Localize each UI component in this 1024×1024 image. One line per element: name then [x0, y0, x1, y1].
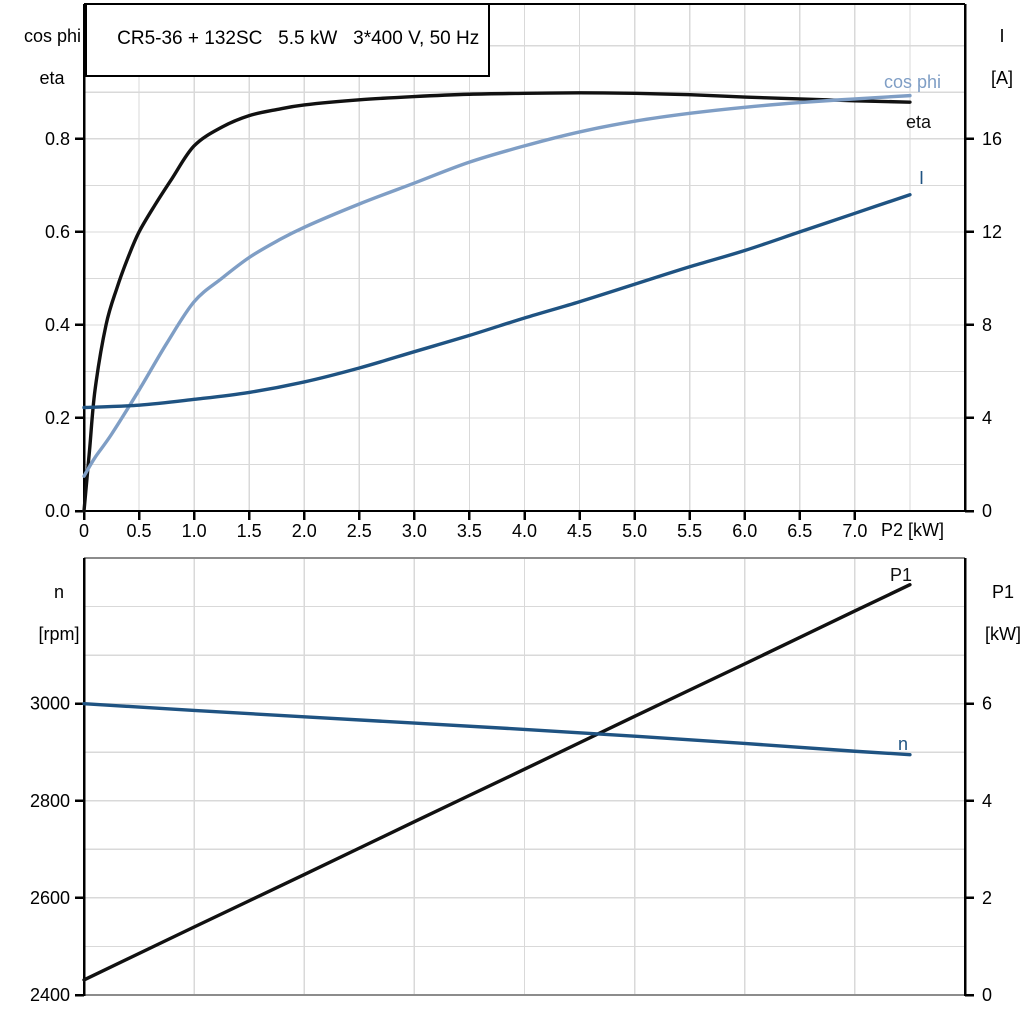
right-axis-header-line2: [A]	[991, 68, 1014, 88]
p1-curve	[82, 583, 912, 982]
left-axis-tick-label: 0.4	[45, 315, 70, 335]
eta-curve	[82, 91, 912, 513]
right-axis-tick-label: 0	[982, 985, 992, 1005]
left-axis-tick-label: 3000	[30, 694, 70, 714]
n-curve	[82, 701, 912, 757]
lower-right-axis-header-line2: [kW]	[985, 624, 1021, 644]
x-axis-tick-label: 2.5	[347, 521, 372, 541]
right-axis-tick-label: 0	[982, 501, 992, 521]
x-axis-tick-label: 0.5	[127, 521, 152, 541]
x-axis-tick-label: 0	[79, 521, 89, 541]
left-axis-tick-label: 2600	[30, 888, 70, 908]
lower-left-axis-header-line2: [rpm]	[38, 624, 80, 644]
i-curve-label: I	[919, 168, 924, 188]
chart-title: CR5-36 + 132SC 5.5 kW 3*400 V, 50 Hz	[117, 28, 480, 49]
p1-curve-label: P1	[890, 565, 912, 585]
lower-right-axis-header-line1: P1	[991, 582, 1015, 602]
right-axis-header-line1: I	[999, 26, 1005, 46]
left-axis-tick-label: 0.8	[45, 129, 70, 149]
eta-curve-label: eta	[906, 112, 932, 132]
x-axis-tick-label: 4.5	[567, 521, 592, 541]
lower-right-axis-header: P1 [kW]	[964, 561, 1022, 666]
right-axis-tick-label: 2	[982, 888, 992, 908]
upper-left-axis-header: cos phi eta	[4, 5, 82, 110]
left-axis-header-line1: cos phi	[24, 26, 82, 46]
left-axis-tick-label: 2800	[30, 791, 70, 811]
x-axis-tick-label: 1.5	[237, 521, 262, 541]
right-axis-tick-label: 6	[982, 694, 992, 714]
x-axis-tick-label: 1.0	[182, 521, 207, 541]
x-axis-tick-label: 6.5	[787, 521, 812, 541]
x-axis-tick-label: 6.0	[732, 521, 757, 541]
right-axis-tick-label: 8	[982, 315, 992, 335]
x-axis-tick-label: 7.0	[842, 521, 867, 541]
lower-left-axis-header-line1: n	[54, 582, 65, 602]
x-axis-tick-label: 3.5	[457, 521, 482, 541]
chart-title-box: CR5-36 + 132SC 5.5 kW 3*400 V, 50 Hz	[85, 3, 491, 77]
right-axis-tick-label: 12	[982, 222, 1002, 242]
upper-right-axis-header: I [A]	[966, 5, 1018, 110]
left-axis-tick-label: 0.6	[45, 222, 70, 242]
right-axis-tick-label: 16	[982, 129, 1002, 149]
i-curve	[82, 193, 912, 410]
left-axis-tick-label: 2400	[30, 985, 70, 1005]
lower-left-axis-header: n [rpm]	[10, 561, 88, 666]
cos-phi-curve	[82, 93, 912, 478]
left-axis-header-line2: eta	[39, 68, 65, 88]
n-curve-label: n	[898, 734, 908, 754]
right-axis-tick-label: 4	[982, 791, 992, 811]
right-axis-tick-label: 4	[982, 408, 992, 428]
x-axis-tick-label: 5.5	[677, 521, 702, 541]
x-axis-label: P2 [kW]	[881, 520, 945, 540]
x-axis-tick-label: 2.0	[292, 521, 317, 541]
x-axis-tick-label: 4.0	[512, 521, 537, 541]
left-axis-tick-label: 0.2	[45, 408, 70, 428]
x-axis-tick-label: 3.0	[402, 521, 427, 541]
cos-phi-curve-label: cos phi	[884, 72, 941, 92]
x-axis-tick-label: 5.0	[622, 521, 647, 541]
left-axis-tick-label: 0.0	[45, 501, 70, 521]
